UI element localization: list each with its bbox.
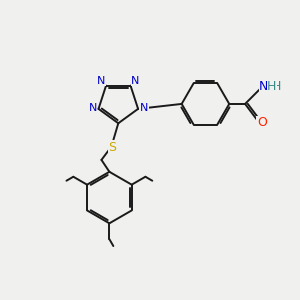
Text: O: O [257,116,267,129]
Text: H: H [272,80,281,93]
Text: H: H [267,80,277,93]
Text: N: N [131,76,140,86]
Text: N: N [97,76,105,86]
Text: S: S [108,140,116,154]
Text: N: N [88,103,97,113]
Text: S: S [108,140,116,154]
Text: N: N [140,103,148,113]
Text: N: N [140,103,148,113]
Text: O: O [257,116,267,129]
Text: N: N [131,76,140,86]
Text: N: N [259,80,268,93]
Text: N: N [97,76,105,86]
Text: N: N [88,103,97,113]
Text: N: N [264,80,273,93]
